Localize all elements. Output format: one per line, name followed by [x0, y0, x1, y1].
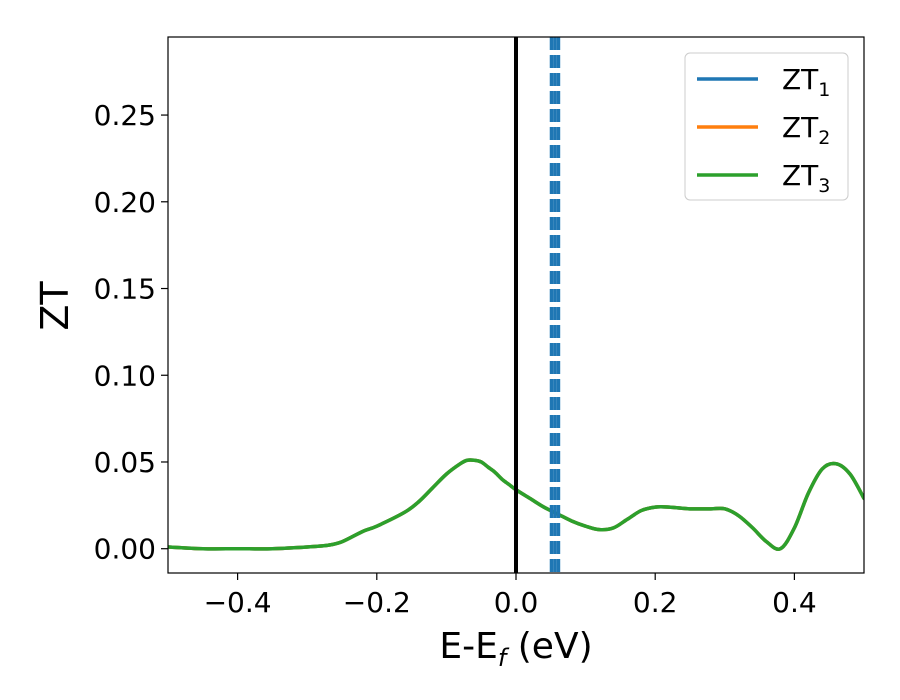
legend-label-zt2: ZT2	[782, 111, 830, 149]
y-tick-label: 0.20	[94, 186, 156, 219]
plot-area	[168, 37, 864, 573]
x-tick-label: −0.4	[204, 586, 272, 619]
legend-label-zt3: ZT3	[782, 159, 830, 197]
y-axis: 0.00 0.05 0.10 0.15 0.20 0.25	[94, 99, 168, 566]
x-tick-label: 0.0	[494, 586, 539, 619]
y-tick-label: 0.05	[94, 446, 156, 479]
series-line-zt3	[168, 458, 864, 551]
y-tick-label: 0.00	[94, 533, 156, 566]
y-tick-label: 0.15	[94, 273, 156, 306]
y-tick-label: 0.10	[94, 359, 156, 392]
x-tick-label: −0.2	[343, 586, 411, 619]
legend-label-zt1: ZT1	[782, 63, 830, 101]
legend: ZT1 ZT2 ZT3	[684, 52, 849, 201]
x-tick-label: 0.4	[772, 586, 817, 619]
y-axis-title: ZT	[33, 281, 77, 331]
y-tick-label: 0.25	[94, 99, 156, 132]
legend-box	[684, 52, 849, 201]
x-axis: −0.4 −0.2 0.0 0.2 0.4	[204, 573, 817, 619]
x-tick-label: 0.2	[633, 586, 678, 619]
x-axis-title: E-Ef (eV)	[439, 626, 592, 672]
